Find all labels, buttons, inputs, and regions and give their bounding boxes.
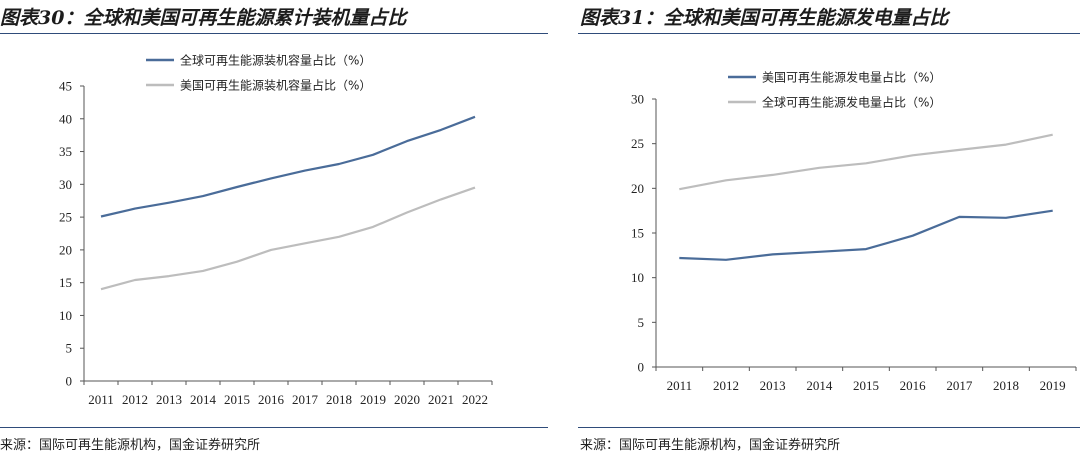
right-x-tick-label: 2014 bbox=[806, 378, 833, 393]
right-source-rule bbox=[578, 427, 1080, 428]
right-x-tick-label: 2012 bbox=[713, 378, 739, 393]
right-x-tick-label: 2019 bbox=[1040, 378, 1066, 393]
left-source-rule bbox=[0, 427, 548, 428]
left-legend-label-1: 全球可再生能源装机容量占比（%） bbox=[180, 53, 371, 68]
left-y-tick-label: 0 bbox=[66, 374, 73, 389]
left-y-tick-label: 10 bbox=[59, 308, 72, 323]
left-title-rule bbox=[0, 33, 548, 34]
right-x-tick-label: 2018 bbox=[993, 378, 1019, 393]
left-x-tick-label: 2015 bbox=[224, 392, 250, 407]
right-x-tick-label: 2017 bbox=[946, 378, 973, 393]
right-y-tick-label: 30 bbox=[631, 92, 644, 107]
right-x-tick-label: 2015 bbox=[853, 378, 879, 393]
left-x-tick-label: 2018 bbox=[326, 392, 352, 407]
right-title-rule bbox=[578, 33, 1080, 34]
left-x-tick-label: 2014 bbox=[190, 392, 217, 407]
left-y-tick-label: 35 bbox=[59, 144, 72, 159]
left-chart: 0 5 10 15 20 25 30 35 40 45 2011 2012 2013 2014 2015 20… bbox=[59, 53, 493, 407]
left-x-tick-label: 2022 bbox=[462, 392, 488, 407]
right-y-tick-label: 10 bbox=[631, 270, 644, 285]
left-x-tick-label: 2012 bbox=[122, 392, 148, 407]
left-y-tick-label: 20 bbox=[59, 242, 72, 257]
right-series-line-2 bbox=[679, 133, 1053, 191]
left-chart-title: 图表30：全球和美国可再生能源累计装机量占比 bbox=[0, 7, 407, 29]
right-source-note: 来源：国际可再生能源机构，国金证券研究所 bbox=[580, 438, 841, 453]
left-x-tick-label: 2013 bbox=[156, 392, 182, 407]
right-x-tick-label: 2013 bbox=[760, 378, 786, 393]
left-y-tick-label: 40 bbox=[59, 111, 72, 126]
right-y-tick-label: 20 bbox=[631, 181, 644, 196]
left-legend-label-2: 美国可再生能源装机容量占比（%） bbox=[180, 78, 371, 93]
right-x-tick-label: 2011 bbox=[667, 378, 693, 393]
right-x-tick-label: 2016 bbox=[900, 378, 927, 393]
left-y-tick-label: 30 bbox=[59, 177, 72, 192]
right-y-tick-label: 5 bbox=[638, 315, 645, 330]
right-y-tick-label: 25 bbox=[631, 136, 644, 151]
right-legend-label-2: 全球可再生能源发电量占比（%） bbox=[762, 95, 941, 110]
left-source-note: 来源：国际可再生能源机构，国金证券研究所 bbox=[0, 438, 261, 453]
left-series-line-2 bbox=[100, 186, 476, 291]
right-legend-label-1: 美国可再生能源发电量占比（%） bbox=[762, 70, 941, 85]
left-x-tick-label: 2016 bbox=[258, 392, 285, 407]
left-x-tick-label: 2011 bbox=[88, 392, 114, 407]
left-y-tick-label: 45 bbox=[59, 79, 72, 94]
right-y-tick-label: 15 bbox=[631, 226, 644, 241]
left-y-tick-label: 5 bbox=[66, 341, 73, 356]
right-series-line-1 bbox=[679, 209, 1053, 261]
left-x-tick-label: 2017 bbox=[292, 392, 319, 407]
left-x-tick-label: 2021 bbox=[428, 392, 454, 407]
left-x-tick-label: 2019 bbox=[360, 392, 386, 407]
right-chart-title: 图表31：全球和美国可再生能源发电量占比 bbox=[580, 7, 949, 29]
left-y-tick-label: 25 bbox=[59, 210, 72, 225]
left-x-tick-label: 2020 bbox=[394, 392, 420, 407]
right-chart: 0 5 10 15 20 25 30 2011 2012 2013 2014 2015 2016 2017… bbox=[631, 70, 1077, 393]
left-series-line-1 bbox=[100, 115, 476, 218]
left-y-tick-label: 15 bbox=[59, 275, 72, 290]
right-y-tick-label: 0 bbox=[638, 360, 645, 375]
